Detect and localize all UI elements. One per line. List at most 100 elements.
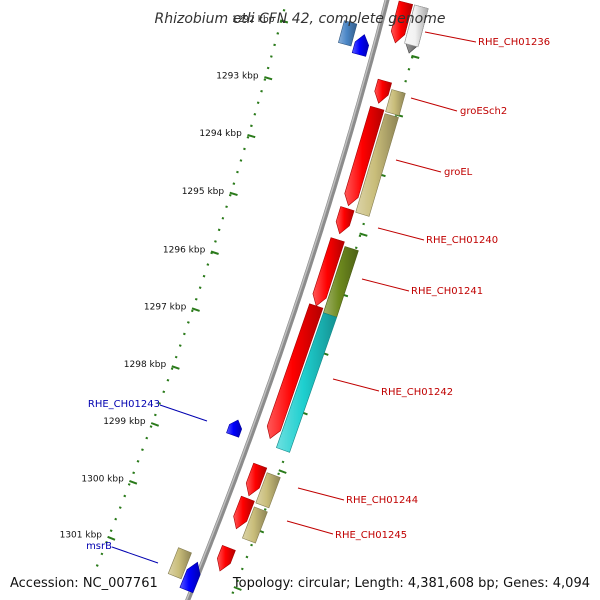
- major-tick-inner: [279, 19, 289, 24]
- minor-tick: [210, 251, 213, 255]
- gene-label: RHE_CH01236: [478, 37, 550, 48]
- major-tick-inner: [150, 422, 160, 427]
- genome-backbone: [185, 0, 390, 600]
- minor-tick: [114, 517, 118, 521]
- minor-tick: [404, 79, 407, 83]
- callout-line: [377, 227, 425, 241]
- gene-label: groESch2: [460, 106, 507, 117]
- callout-line: [332, 378, 380, 392]
- callout-line: [424, 31, 477, 43]
- major-tick-outer: [411, 54, 420, 59]
- minor-tick: [149, 425, 153, 428]
- gene-feature: [242, 506, 268, 544]
- minor-tick: [236, 170, 239, 174]
- gene-feature: [179, 561, 201, 594]
- callout-line: [395, 159, 442, 173]
- major-tick-inner: [229, 191, 238, 197]
- minor-tick: [279, 20, 283, 24]
- minor-tick: [145, 436, 149, 440]
- gene-feature: [338, 20, 358, 47]
- gene-label: RHE_CH01240: [426, 235, 498, 246]
- minor-tick: [245, 555, 249, 559]
- gene-feature: [216, 545, 236, 572]
- minor-tick: [174, 355, 178, 359]
- gene-feature: [167, 547, 192, 580]
- gene-track: [167, 0, 429, 594]
- minor-tick: [186, 321, 190, 324]
- major-tick-inner: [129, 479, 138, 485]
- minor-tick: [118, 506, 122, 509]
- gene-feature: [255, 472, 281, 509]
- minor-tick: [109, 529, 113, 533]
- minor-tick: [141, 448, 144, 452]
- genome-backbone-group: [185, 0, 390, 600]
- major-tick-inner: [247, 133, 256, 139]
- minor-tick: [407, 68, 411, 71]
- minor-tick: [232, 182, 236, 185]
- callout-line: [361, 278, 410, 292]
- minor-tick: [100, 552, 104, 556]
- minor-tick: [266, 66, 270, 70]
- gene-feature: [355, 113, 399, 217]
- minor-tick: [253, 113, 257, 116]
- minor-tick: [206, 263, 210, 266]
- minor-tick: [214, 240, 217, 243]
- gene-feature: [245, 462, 268, 497]
- gene-label: RHE_CH01241: [411, 286, 483, 297]
- genome-summary-text: Topology: circular; Length: 4,381,608 bp…: [232, 576, 590, 591]
- major-tick-outer: [233, 586, 242, 591]
- minor-tick: [182, 332, 186, 336]
- minor-tick: [202, 274, 206, 278]
- callout-line: [410, 97, 458, 112]
- minor-tick: [256, 101, 260, 104]
- major-tick-inner: [264, 76, 273, 81]
- gene-feature: [276, 312, 338, 453]
- minor-tick: [231, 591, 235, 595]
- minor-tick: [127, 483, 131, 486]
- callout-line: [297, 487, 345, 501]
- minor-tick: [221, 217, 225, 220]
- gene-feature: [312, 237, 345, 307]
- minor-tick: [239, 159, 243, 162]
- minor-tick: [250, 124, 253, 128]
- minor-tick: [246, 136, 250, 139]
- genome-backbone-highlight: [185, 0, 387, 600]
- minor-tick: [250, 543, 253, 547]
- kbp-tick-label: 1292 kbp: [232, 15, 275, 25]
- kbp-tick-label: 1293 kbp: [216, 72, 259, 82]
- minor-tick: [236, 579, 239, 583]
- gene-feature: [374, 78, 392, 104]
- gene-feature: [226, 419, 243, 438]
- major-tick-outer: [359, 232, 368, 237]
- minor-tick: [281, 460, 285, 464]
- kbp-tick-label: 1297 kbp: [144, 302, 187, 312]
- minor-tick: [270, 55, 273, 58]
- minor-tick: [178, 344, 182, 347]
- minor-tick: [194, 297, 198, 301]
- kbp-tick-label: 1294 kbp: [199, 129, 242, 139]
- minor-tick: [132, 471, 136, 475]
- minor-tick: [136, 459, 140, 463]
- callout-line: [111, 546, 159, 564]
- minor-tick: [362, 222, 365, 226]
- minor-tick: [240, 567, 244, 571]
- minor-tick: [170, 367, 174, 370]
- major-tick-inner: [191, 307, 200, 312]
- gene-feature: [351, 34, 370, 57]
- minor-tick: [354, 246, 358, 250]
- minor-tick: [190, 309, 194, 313]
- minor-tick: [123, 494, 127, 498]
- minor-tick: [263, 508, 267, 511]
- gene-feature: [233, 495, 255, 530]
- kbp-tick-label: 1298 kbp: [124, 360, 167, 370]
- minor-tick: [95, 564, 99, 567]
- minor-tick: [162, 390, 166, 394]
- minor-tick: [153, 413, 157, 417]
- kbp-scale-labels: 1292 kbp 1293 kbp 1294 kbp 1295 kbp 1296 kbp…: [60, 15, 275, 541]
- kbp-tick-label: 1295 kbp: [182, 187, 225, 197]
- genome-title: Rhizobium etli CFN 42, complete genome: [155, 11, 446, 27]
- callout-line: [159, 404, 208, 422]
- kbp-tick-label: 1300 kbp: [81, 475, 124, 485]
- gene-feature: [404, 4, 429, 48]
